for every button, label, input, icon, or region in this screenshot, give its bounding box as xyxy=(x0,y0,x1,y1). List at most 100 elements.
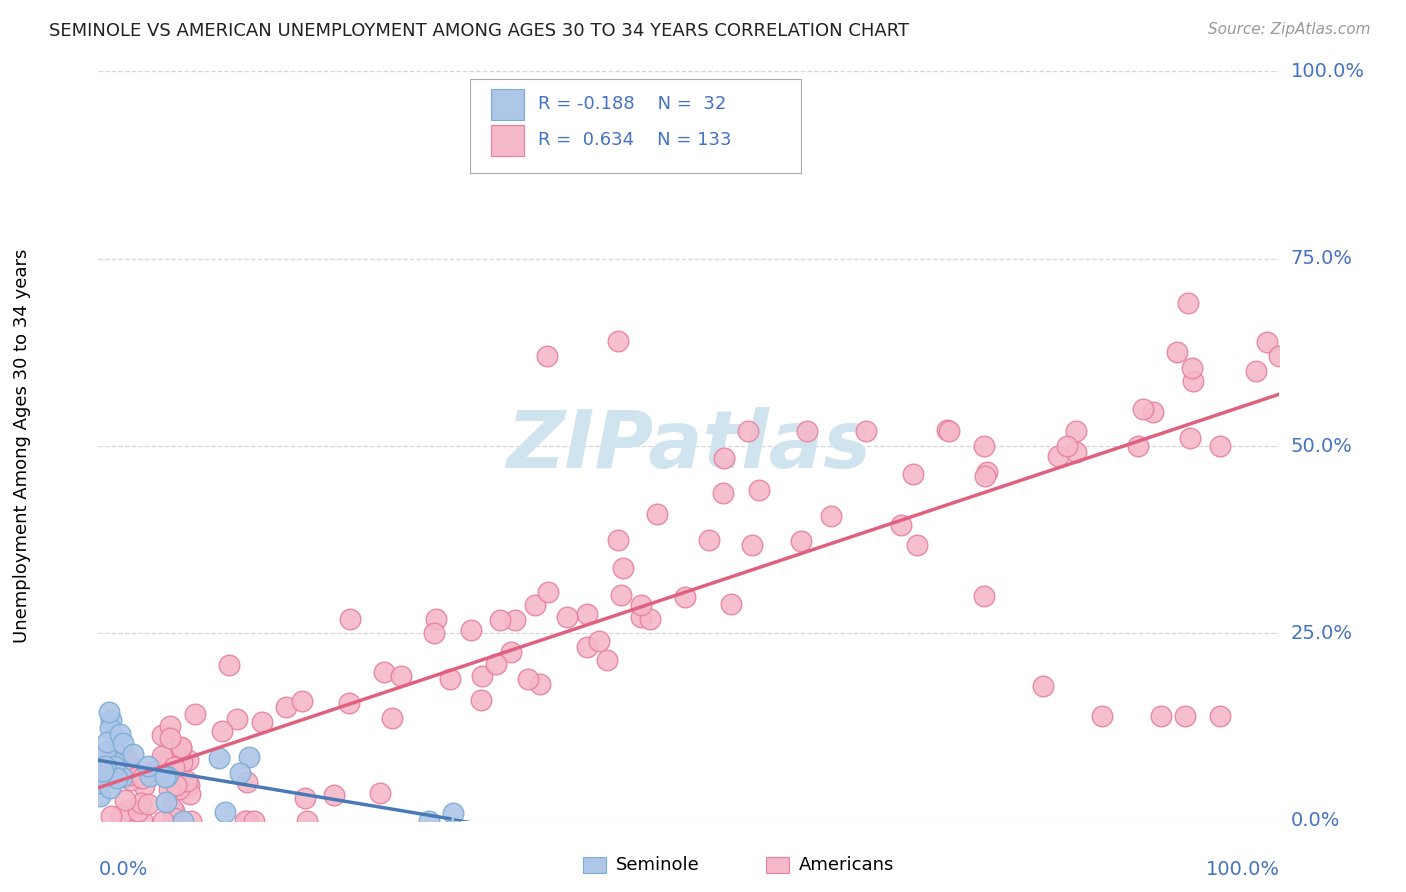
Point xyxy=(322,788,344,802)
Point xyxy=(607,334,630,348)
Point xyxy=(1256,334,1278,349)
Point xyxy=(1180,432,1202,446)
Point xyxy=(100,809,122,823)
Point xyxy=(180,814,202,828)
Point xyxy=(214,805,236,820)
Point xyxy=(1177,295,1199,310)
Point xyxy=(103,759,125,773)
Point xyxy=(93,764,115,778)
Point xyxy=(134,779,156,793)
Point xyxy=(139,769,162,783)
Point xyxy=(470,693,492,707)
Point xyxy=(117,803,139,817)
Point xyxy=(165,778,187,792)
Point xyxy=(1064,445,1087,459)
Point xyxy=(170,740,193,755)
Point xyxy=(820,509,842,524)
Point xyxy=(1181,374,1204,388)
Point xyxy=(156,769,179,783)
Text: R = -0.188    N =  32: R = -0.188 N = 32 xyxy=(537,95,725,113)
Point xyxy=(176,773,198,788)
Point xyxy=(499,645,522,659)
Text: Source: ZipAtlas.com: Source: ZipAtlas.com xyxy=(1208,22,1371,37)
Point xyxy=(1032,679,1054,693)
Point xyxy=(163,804,186,818)
Point xyxy=(389,669,412,683)
Point xyxy=(606,533,628,547)
Point xyxy=(208,751,231,765)
Point xyxy=(1174,708,1197,723)
Point xyxy=(229,766,252,780)
Text: ZIPatlas: ZIPatlas xyxy=(506,407,872,485)
Point xyxy=(177,753,200,767)
Point xyxy=(129,797,152,811)
Bar xyxy=(491,125,523,156)
Point xyxy=(973,439,995,453)
Point xyxy=(107,772,129,786)
Point xyxy=(610,588,633,602)
Point xyxy=(647,507,669,521)
Point xyxy=(339,612,361,626)
Point xyxy=(152,814,174,828)
Point xyxy=(153,770,176,784)
Point xyxy=(274,699,297,714)
Point xyxy=(523,598,546,612)
Point xyxy=(167,759,190,773)
Point xyxy=(699,533,721,548)
Point xyxy=(720,597,742,611)
Text: Americans: Americans xyxy=(799,856,894,874)
Point xyxy=(368,786,391,800)
Point xyxy=(905,538,928,552)
Text: Unemployment Among Ages 30 to 34 years: Unemployment Among Ages 30 to 34 years xyxy=(13,249,31,643)
Text: 0.0%: 0.0% xyxy=(1291,811,1340,830)
Text: 50.0%: 50.0% xyxy=(1291,436,1353,456)
Point xyxy=(1150,708,1173,723)
Text: 75.0%: 75.0% xyxy=(1291,249,1353,268)
Text: 25.0%: 25.0% xyxy=(1291,624,1353,643)
Point xyxy=(373,665,395,679)
Point xyxy=(179,787,201,801)
Point xyxy=(100,713,122,727)
Point xyxy=(973,589,995,603)
Point xyxy=(575,607,598,621)
Point xyxy=(157,782,180,797)
Point xyxy=(460,623,482,637)
Point xyxy=(741,539,763,553)
Point xyxy=(170,740,193,755)
Point xyxy=(127,804,149,818)
Point xyxy=(155,795,177,809)
Point xyxy=(439,673,461,687)
Point xyxy=(143,764,166,779)
Point xyxy=(630,610,652,624)
Point xyxy=(89,776,111,790)
Point xyxy=(1268,349,1291,363)
Point xyxy=(159,731,181,746)
Point xyxy=(575,640,598,654)
Text: 100.0%: 100.0% xyxy=(1291,62,1365,81)
Point xyxy=(131,813,153,827)
Point xyxy=(167,781,190,796)
Point xyxy=(172,755,194,769)
Point xyxy=(150,728,173,742)
Point xyxy=(105,755,128,769)
Point xyxy=(97,769,120,783)
Point xyxy=(974,468,997,483)
Point xyxy=(117,756,139,771)
Point xyxy=(485,657,508,672)
Point xyxy=(108,727,131,741)
Point xyxy=(630,598,652,612)
Text: SEMINOLE VS AMERICAN UNEMPLOYMENT AMONG AGES 30 TO 34 YEARS CORRELATION CHART: SEMINOLE VS AMERICAN UNEMPLOYMENT AMONG … xyxy=(49,22,910,40)
Point xyxy=(114,793,136,807)
Point xyxy=(903,467,925,481)
Point xyxy=(1056,439,1078,453)
Point xyxy=(98,722,121,736)
Point xyxy=(233,814,256,828)
Point xyxy=(152,754,174,768)
Point xyxy=(94,745,117,759)
Point xyxy=(163,811,186,825)
Point xyxy=(100,752,122,766)
Point xyxy=(588,634,610,648)
Point xyxy=(516,672,538,686)
Point xyxy=(177,778,200,792)
Point xyxy=(337,696,360,710)
